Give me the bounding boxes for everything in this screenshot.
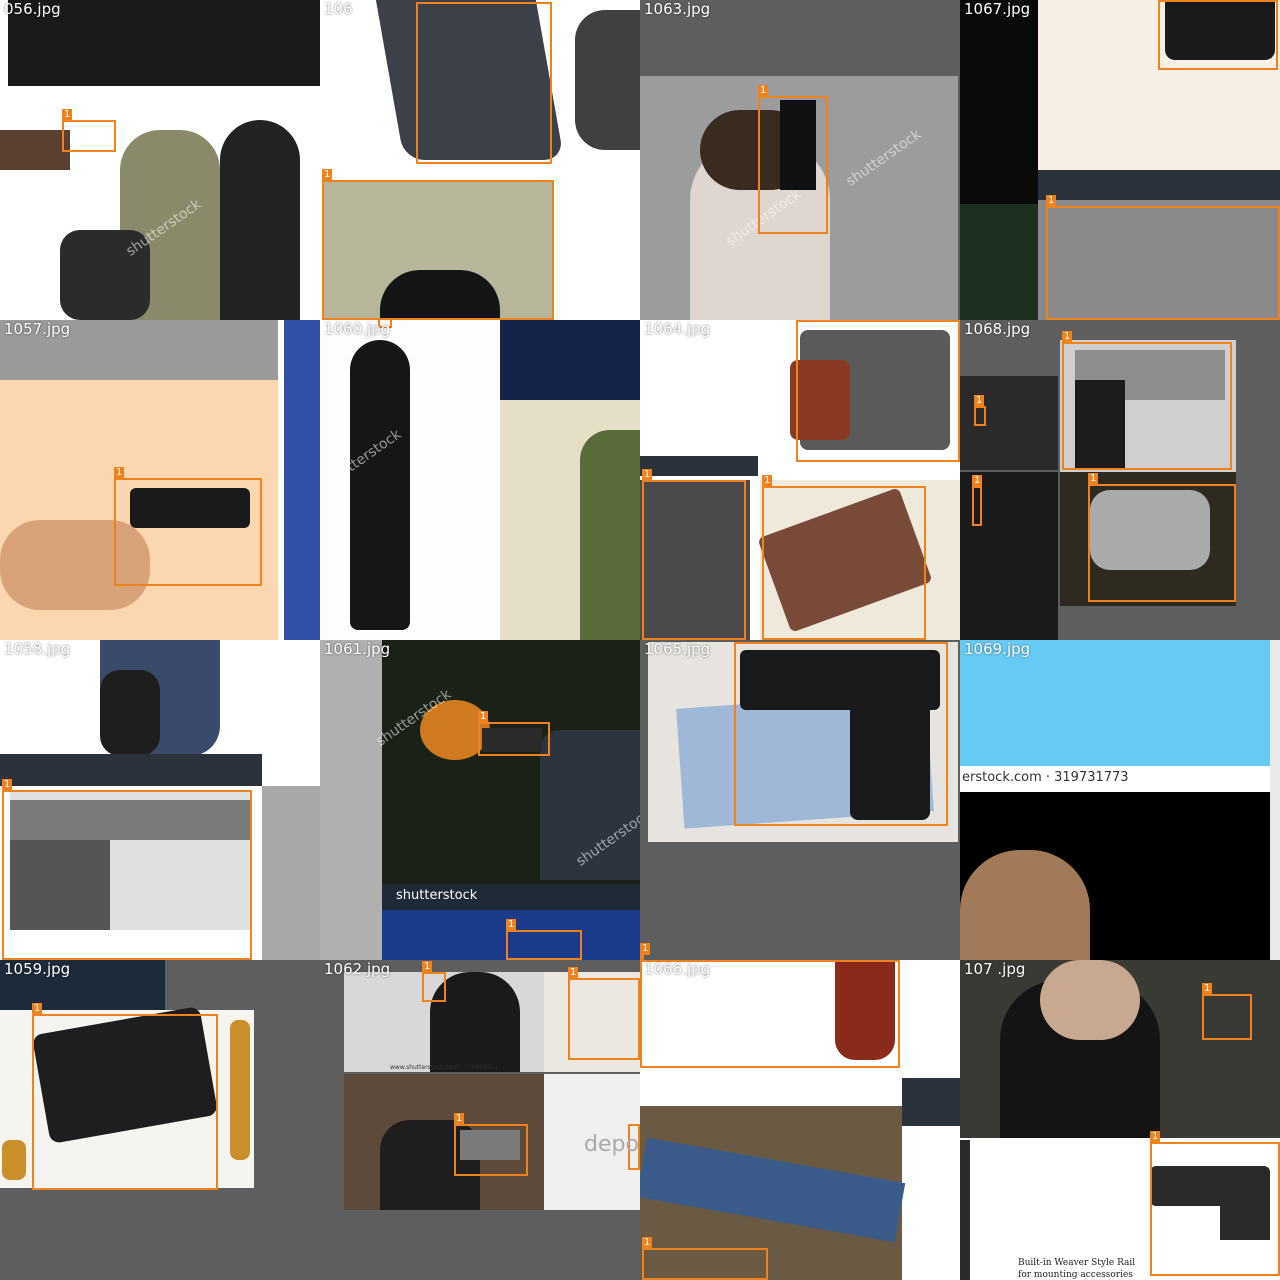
tile-filename: 056.jpg xyxy=(4,0,61,18)
tile-1069: erstock.com · 319731773 1069.jpg xyxy=(960,640,1280,960)
tile-filename: 1067.jpg xyxy=(964,0,1031,18)
tile-056: 1 shutterstock 056.jpg xyxy=(0,0,320,320)
tile-1068: 1 1 1 1 1068.jpg xyxy=(960,320,1280,640)
tile-filename: 1062.jpg xyxy=(324,960,391,978)
tile-1059: 1 1059.jpg xyxy=(0,960,320,1280)
tile-filename: 1061.jpg xyxy=(324,640,391,658)
tile-1062: www.shutterstock.com · 156903471 depo 1 … xyxy=(320,960,640,1280)
tile-1067: 1 1067.jpg xyxy=(960,0,1280,320)
tile-1060: 1 shutterstock 1060.jpg xyxy=(320,320,640,640)
bbox: 1 xyxy=(62,109,116,152)
tile-1065: 1 1065.jpg xyxy=(640,640,960,960)
tile-filename: 1059.jpg xyxy=(4,960,71,978)
tile-filename: 1066.jpg xyxy=(644,960,711,978)
tile-107: 1 1 Built-in Weaver Style Rail for mount… xyxy=(960,960,1280,1280)
tile-1057: 1 1057.jpg xyxy=(0,320,320,640)
tile-1061: shutterstock 1 1 shutterstock shuttersto… xyxy=(320,640,640,960)
tile-1064: 1 1 1 1064.jpg xyxy=(640,320,960,640)
tile-filename: 1068.jpg xyxy=(964,320,1031,338)
tile-filename: 1065.jpg xyxy=(644,640,711,658)
tile-filename: 1057.jpg xyxy=(4,320,71,338)
tile-filename: 1064.jpg xyxy=(644,320,711,338)
tile-filename: 1060.jpg xyxy=(324,320,391,338)
tile-1063: 1 shutterstock shutterstock 1063.jpg xyxy=(640,0,960,320)
tile-1066: 1 1066.jpg xyxy=(640,960,960,1280)
tile-filename: 1058.jpg xyxy=(4,640,71,658)
tile-filename: 1069.jpg xyxy=(964,640,1031,658)
tile-filename: 106 xyxy=(324,0,353,18)
tile-106: 1 106 xyxy=(320,0,640,320)
tile-filename: 107 .jpg xyxy=(964,960,1026,978)
tile-1058: 1 1058.jpg xyxy=(0,640,320,960)
tile-filename: 1063.jpg xyxy=(644,0,711,18)
